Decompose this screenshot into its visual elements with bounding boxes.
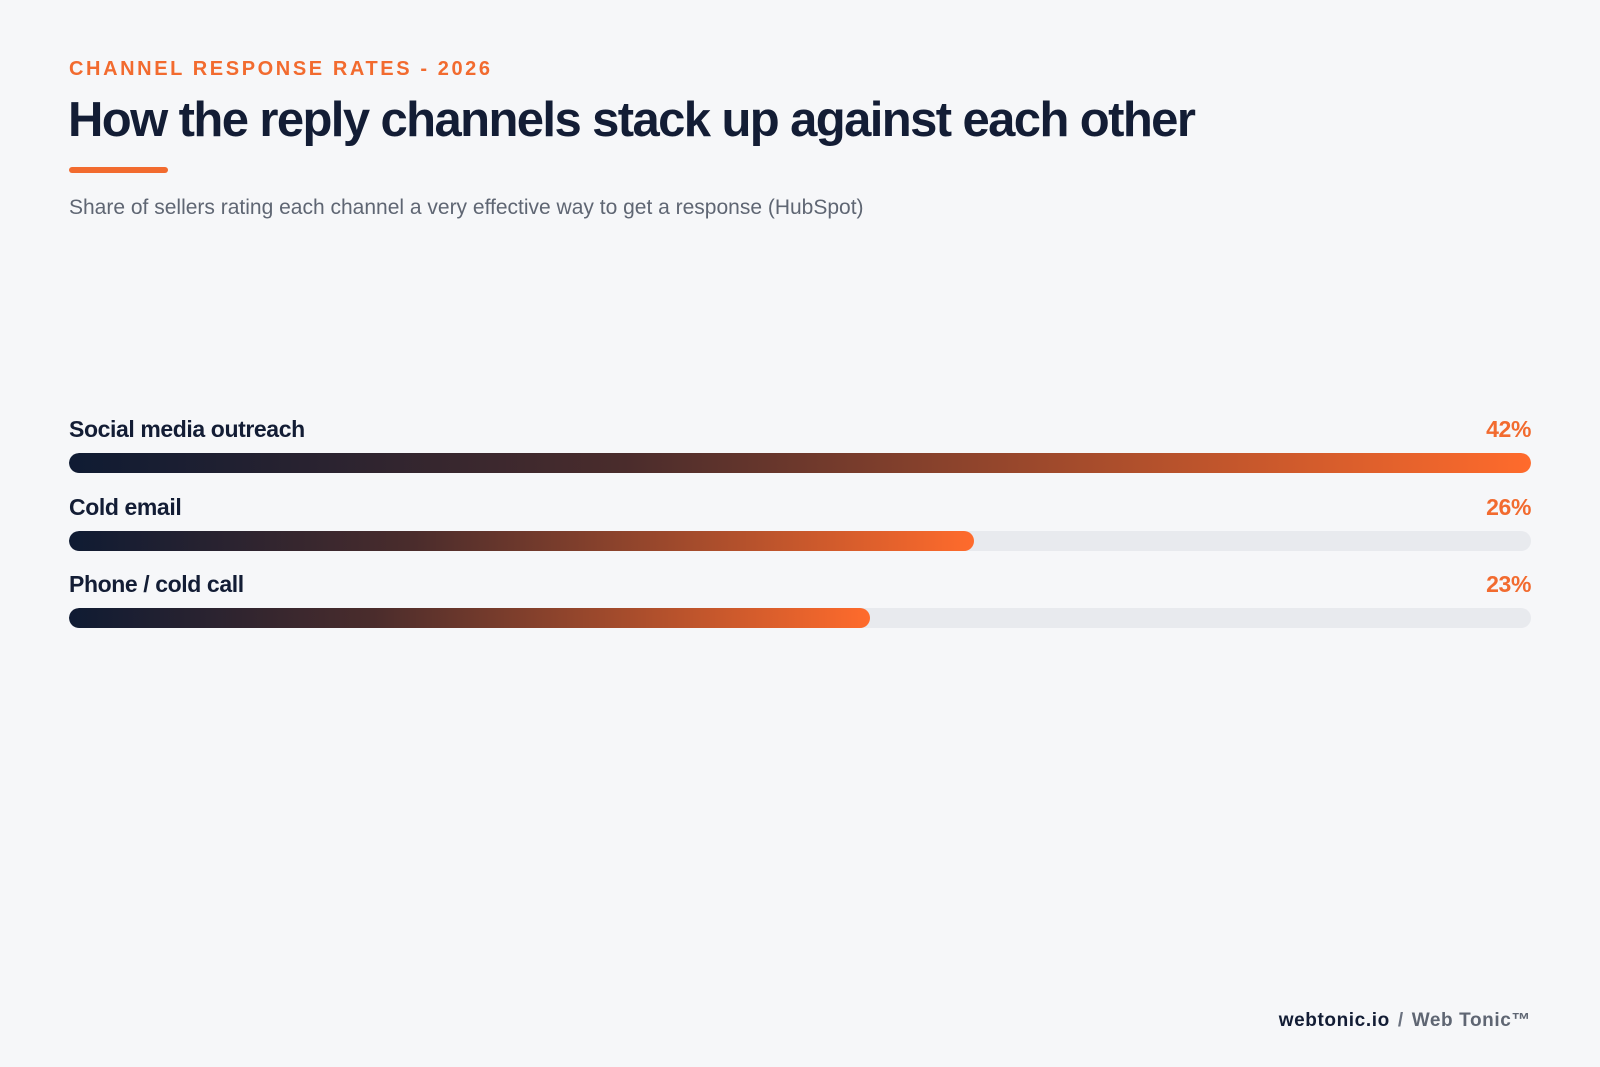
footer-domain: webtonic.io (1278, 1010, 1390, 1031)
footer-brand: Web Tonic™ (1411, 1010, 1531, 1031)
bar-fill (69, 453, 1531, 473)
bar-row: Phone / cold call 23% (69, 567, 1531, 645)
bar-value-label: 23% (1486, 571, 1531, 597)
bar-row: Social media outreach 42% (69, 412, 1531, 490)
bar-category-label: Social media outreach (69, 416, 305, 442)
chart-subtitle: Share of sellers rating each channel a v… (69, 196, 864, 219)
bar-track (69, 608, 1531, 628)
bar-fill (69, 608, 870, 628)
bar-value-label: 26% (1486, 493, 1531, 520)
footer-separator: / (1397, 1010, 1404, 1031)
bar-value-label: 42% (1486, 416, 1531, 442)
bar-track (69, 453, 1531, 473)
chart-title: How the reply channels stack up against … (68, 93, 1196, 147)
bar-fill (69, 530, 975, 551)
bar-category-label: Phone / cold call (69, 571, 244, 597)
bar-category-label: Cold email (69, 493, 182, 520)
footer-credit: webtonic.io / Web Tonic™ (1279, 1010, 1531, 1032)
title-accent-rule (69, 167, 168, 173)
chart-eyebrow: CHANNEL RESPONSE RATES - 2026 (69, 58, 493, 80)
bar-track (69, 530, 1531, 551)
bar-chart: Social media outreach 42% Cold email 26%… (69, 412, 1531, 645)
bar-row: Cold email 26% (69, 490, 1531, 568)
